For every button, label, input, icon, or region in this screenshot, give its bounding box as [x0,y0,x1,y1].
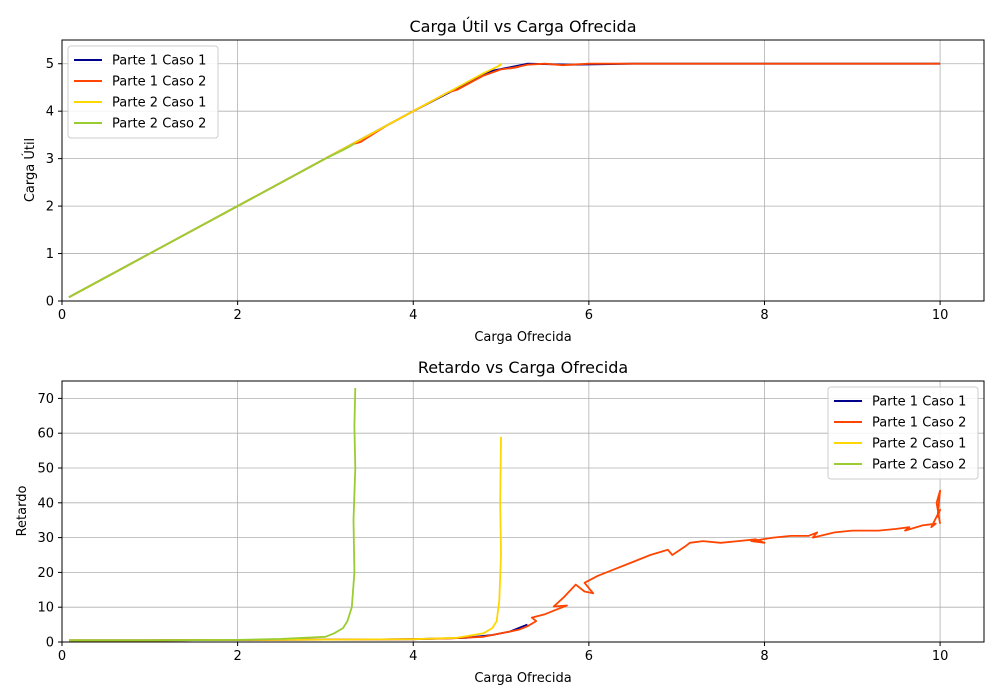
y-tick-label: 10 [37,601,54,616]
legend-entry: Parte 2 Caso 1 [872,437,966,452]
x-tick-label: 0 [58,308,66,323]
x-tick-label: 2 [233,308,241,323]
legend-box [827,386,979,480]
y-tick-label: 60 [37,427,54,442]
y-tick-label: 70 [37,392,54,407]
x-tick-label: 8 [760,308,768,323]
legend-entry: Parte 1 Caso 2 [872,416,966,431]
y-tick-label: 3 [46,152,54,167]
y-tick-label: 4 [46,105,54,120]
legend: Parte 1 Caso 1 Parte 1 Caso 2 Parte 2 Caso… [67,45,219,139]
y-tick-label: 1 [46,247,54,262]
x-tick-label: 6 [585,649,593,664]
y-tick-label: 20 [37,566,54,581]
axes-frame [61,380,985,643]
ticks: 0 2 4 6 8 10 0 1 2 3 4 5 [46,57,949,323]
x-tick-label: 10 [932,308,949,323]
series-line-4 [68,142,355,298]
axes-frame [61,39,985,302]
series-line-2 [68,62,941,298]
legend-entry: Parte 2 Caso 2 [112,117,206,132]
series-lines [69,387,941,642]
x-tick-label: 6 [585,308,593,323]
chart-carga-util: Carga Útil vs Carga Ofrecida 0 2 4 6 8 10 0 1 2 3… [22,17,985,345]
legend-entry: Parte 1 Caso 2 [112,75,206,90]
ticks: 0 2 4 6 8 10 0 10 20 30 40 50 60 70 [37,392,948,664]
legend-box [67,45,219,139]
x-axis-label: Carga Ofrecida [474,671,571,686]
x-tick-label: 4 [409,649,417,664]
y-tick-label: 50 [37,462,54,477]
y-axis-label: Retardo [15,486,30,537]
x-tick-label: 2 [233,649,241,664]
series-lines [68,62,941,298]
y-tick-label: 30 [37,531,54,546]
legend-entry: Parte 2 Caso 1 [112,96,206,111]
x-tick-label: 0 [58,649,66,664]
y-tick-label: 0 [46,295,54,310]
y-tick-label: 0 [46,636,54,651]
x-tick-label: 4 [409,308,417,323]
y-tick-label: 5 [46,57,54,72]
series-line-4 [69,387,357,642]
chart-title: Retardo vs Carga Ofrecida [418,358,628,377]
legend-entry: Parte 2 Caso 2 [872,458,966,473]
series-line-2 [69,489,941,642]
y-axis-label: Carga Útil [22,138,38,202]
chart-retardo: Retardo vs Carga Ofrecida 0 2 4 6 8 10 0 10 20 30… [15,358,985,686]
y-tick-label: 40 [37,496,54,511]
legend: Parte 1 Caso 1 Parte 1 Caso 2 Parte 2 Caso… [827,386,979,480]
y-tick-label: 2 [46,200,54,215]
legend-entry: Parte 1 Caso 1 [872,395,966,410]
x-tick-label: 10 [932,649,949,664]
legend-entry: Parte 1 Caso 1 [112,54,206,69]
chart-title: Carga Útil vs Carga Ofrecida [410,17,637,36]
x-tick-label: 8 [760,649,768,664]
x-axis-label: Carga Ofrecida [474,330,571,345]
